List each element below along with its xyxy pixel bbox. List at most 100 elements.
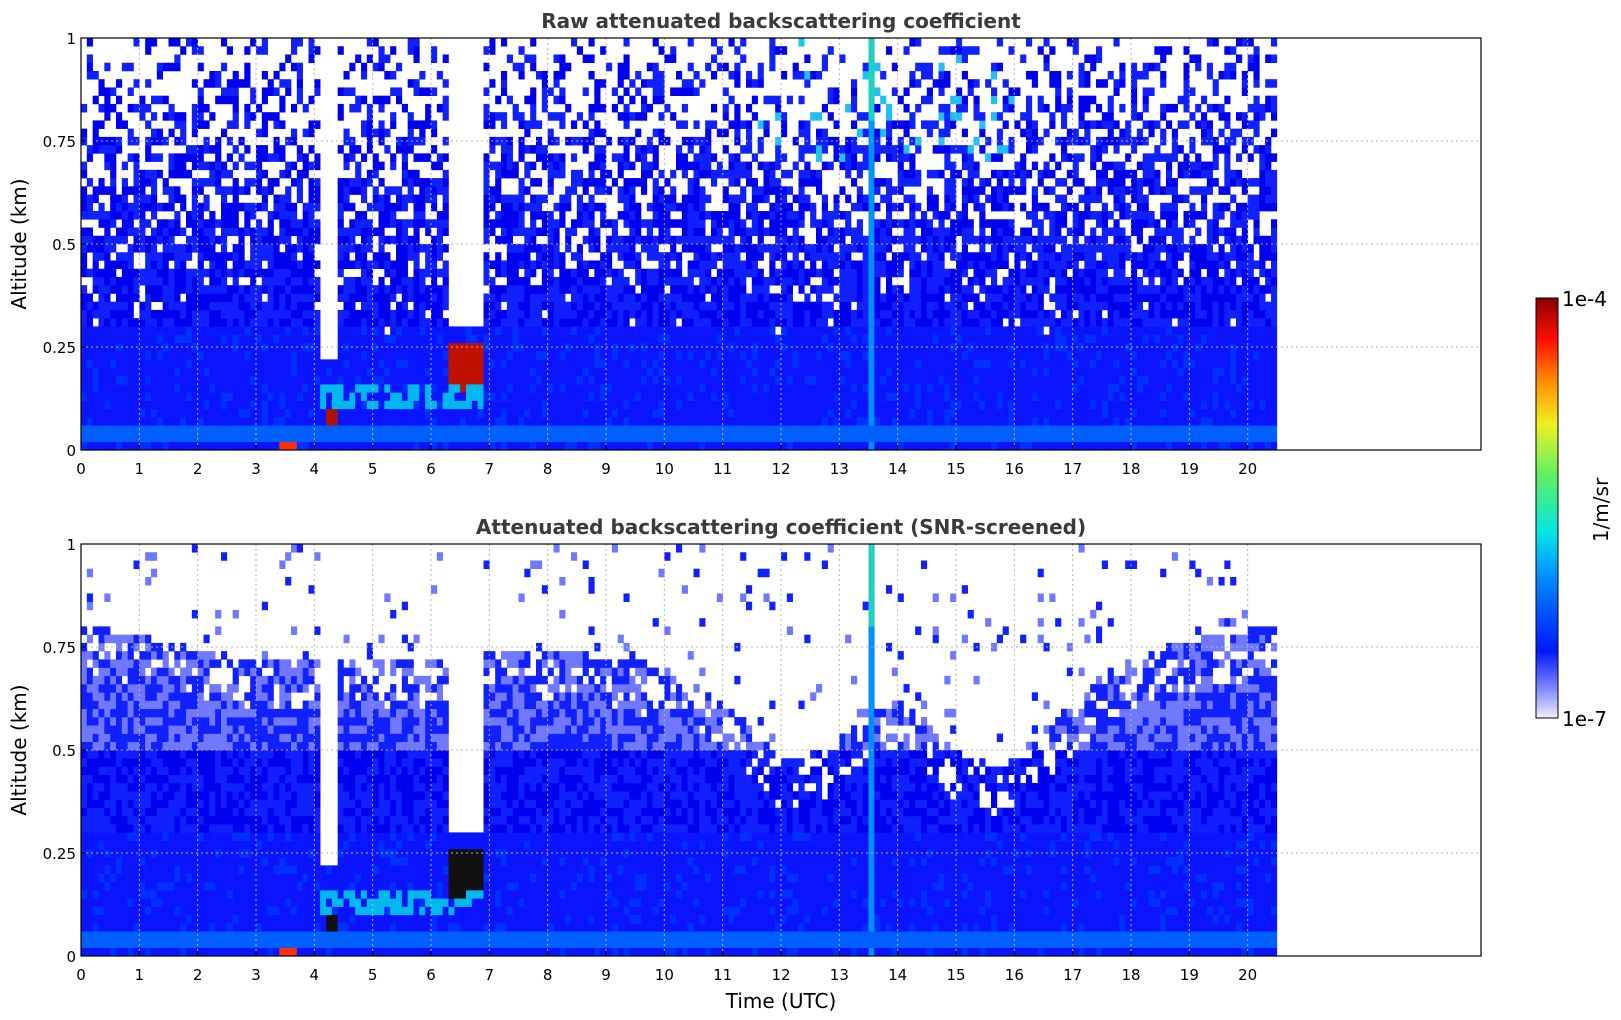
heatmap-cell <box>670 202 677 212</box>
heatmap-cell <box>372 359 379 368</box>
heatmap-cell <box>588 276 595 286</box>
heatmap-cell <box>86 244 93 253</box>
heatmap-cell <box>81 359 88 368</box>
heatmap-cell <box>302 169 309 179</box>
heatmap-cell <box>296 38 303 47</box>
heatmap-cell <box>413 54 420 64</box>
heatmap-cell <box>133 211 140 220</box>
heatmap-cell <box>489 400 496 410</box>
heatmap-cell <box>361 219 368 228</box>
heatmap-cell <box>168 367 175 377</box>
heatmap-cell <box>98 145 105 154</box>
heatmap-cell <box>116 392 123 401</box>
heatmap-cell <box>711 178 718 187</box>
heatmap-cell <box>104 326 111 335</box>
heatmap-cell <box>261 375 268 385</box>
heatmap-cell <box>512 342 519 352</box>
heatmap-cell <box>197 87 204 96</box>
heatmap-cell <box>215 95 222 105</box>
heatmap-cell <box>390 408 397 418</box>
heatmap-cell <box>781 46 788 55</box>
heatmap-cell <box>92 433 99 443</box>
heatmap-cell <box>582 87 589 96</box>
heatmap-cell <box>168 392 175 401</box>
heatmap-cell <box>763 301 770 311</box>
heatmap-cell <box>903 46 910 55</box>
heatmap-cell <box>868 46 875 55</box>
heatmap-cell <box>442 441 449 450</box>
heatmap-cell <box>635 87 642 96</box>
heatmap-cell <box>886 112 893 121</box>
heatmap-cell <box>98 408 105 418</box>
heatmap-cell <box>769 161 776 171</box>
heatmap-cell <box>594 359 601 368</box>
heatmap-cell <box>331 392 338 401</box>
heatmap-cell <box>757 227 764 237</box>
heatmap-cell <box>238 408 245 418</box>
heatmap-cell <box>617 62 624 72</box>
heatmap-cell <box>705 211 712 220</box>
heatmap-cell <box>250 161 257 171</box>
heatmap-cell <box>880 375 887 385</box>
heatmap-cell <box>658 309 665 319</box>
heatmap-cell <box>215 433 222 443</box>
heatmap-cell <box>746 70 753 80</box>
heatmap-cell <box>536 260 543 270</box>
heatmap-cell <box>512 441 519 450</box>
heatmap-cell <box>302 425 309 434</box>
heatmap-cell <box>699 285 706 294</box>
heatmap-cell <box>687 219 694 228</box>
heatmap-cell <box>215 342 222 352</box>
heatmap-cell <box>104 384 111 393</box>
heatmap-cell <box>868 244 875 253</box>
heatmap-cell <box>349 227 356 237</box>
heatmap-cell <box>909 235 916 245</box>
heatmap-cell <box>343 408 350 418</box>
heatmap-cell <box>285 186 292 195</box>
heatmap-cell <box>553 359 560 368</box>
heatmap-cell <box>396 384 403 393</box>
heatmap-cell <box>215 235 222 245</box>
heatmap-cell <box>501 351 508 360</box>
heatmap-cell <box>308 252 315 261</box>
heatmap-cell <box>466 433 473 443</box>
heatmap-cell <box>425 342 432 352</box>
heatmap-cell <box>291 326 298 335</box>
heatmap-cell <box>232 342 239 352</box>
heatmap-cell <box>699 293 706 302</box>
heatmap-cell <box>506 309 513 319</box>
heatmap-cell <box>209 79 216 88</box>
heatmap-cell <box>804 384 811 393</box>
heatmap-cell <box>734 425 741 434</box>
heatmap-cell <box>209 285 216 294</box>
heatmap-cell <box>186 441 193 450</box>
heatmap-cell <box>705 252 712 261</box>
heatmap-cell <box>617 276 624 286</box>
heatmap-cell <box>652 326 659 335</box>
heatmap-cell <box>705 334 712 344</box>
heatmap-cell <box>221 425 228 434</box>
heatmap-cell <box>221 367 228 377</box>
heatmap-cell <box>436 293 443 302</box>
heatmap-cell <box>355 285 362 294</box>
heatmap-cell <box>623 219 630 228</box>
heatmap-cell <box>722 285 729 294</box>
heatmap-cell <box>909 318 916 327</box>
heatmap-cell <box>839 367 846 377</box>
heatmap-cell <box>775 219 782 228</box>
heatmap-cell <box>168 186 175 195</box>
heatmap-cell <box>308 227 315 237</box>
heatmap-cell <box>186 367 193 377</box>
heatmap-cell <box>174 408 181 418</box>
heatmap-cell <box>646 169 653 179</box>
heatmap-cell <box>442 285 449 294</box>
heatmap-cell <box>687 178 694 187</box>
heatmap-cell <box>221 400 228 410</box>
heatmap-cell <box>197 120 204 129</box>
heatmap-cell <box>635 252 642 261</box>
heatmap-cell <box>209 252 216 261</box>
heatmap-cell <box>366 145 373 154</box>
heatmap-cell <box>623 202 630 212</box>
heatmap-cell <box>897 145 904 154</box>
heatmap-cell <box>238 441 245 450</box>
